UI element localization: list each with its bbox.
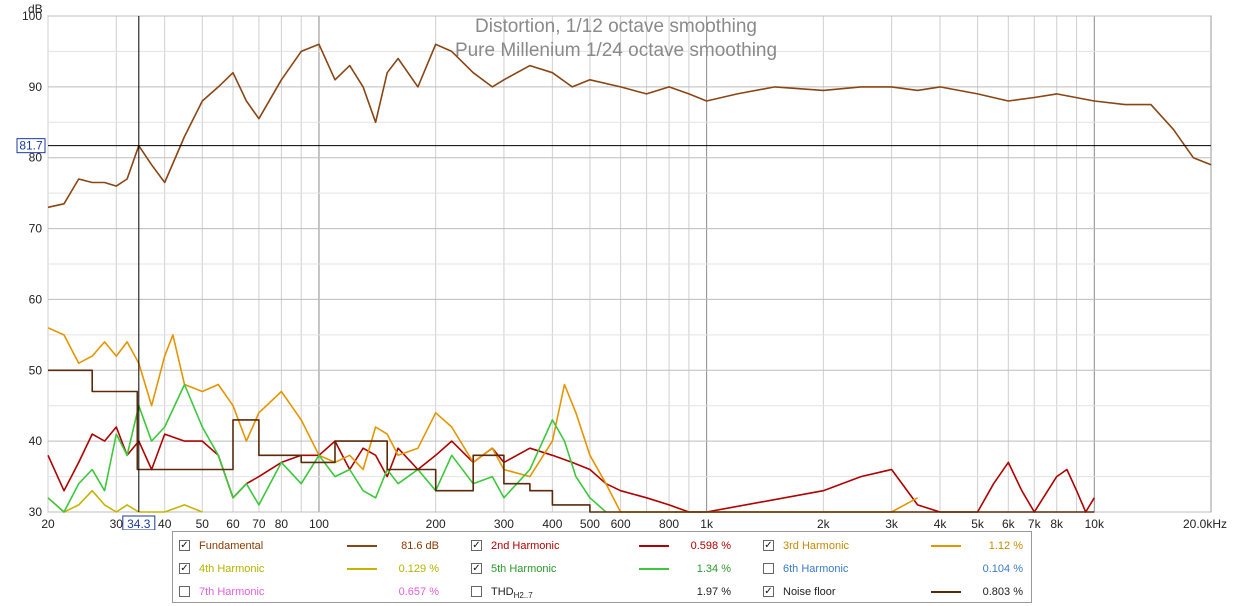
x-tick-label: 400 xyxy=(542,517,562,530)
series-noise-floor xyxy=(48,369,1095,513)
x-tick-label: 70 xyxy=(252,517,266,530)
y-tick-label: 80 xyxy=(29,151,43,165)
legend-item-7th-harmonic-value: 0.657 % xyxy=(398,586,439,598)
cursor-x-readout-box xyxy=(122,515,156,530)
legend-item-fundamental-value: 81.6 dB xyxy=(401,540,439,552)
legend-item-5th-harmonic-value: 1.34 % xyxy=(696,563,731,575)
legend-item-5th-harmonic: ✓ 5th Harmonic 1.34 % xyxy=(471,559,741,579)
x-tick-label: 30 xyxy=(110,517,124,530)
legend-item-thd-label-subscript: H2..7 xyxy=(513,591,533,601)
x-axis-ticks: 20 30 40 50 60 70 80 100 200 300 400 500 600 800 1k 2k 3… xyxy=(41,517,1227,530)
legend-item-2nd-harmonic: ✓ 2nd Harmonic 0.598 % xyxy=(471,536,741,556)
legend-item-thd-checkbox[interactable] xyxy=(471,586,482,597)
cursor-x-readout: 34.3 xyxy=(127,517,151,530)
x-tick-label: 4k xyxy=(934,517,948,530)
legend-item-noise-floor-checkbox[interactable]: ✓ xyxy=(763,586,774,597)
x-tick-label: 800 xyxy=(659,517,679,530)
series-4th-harmonic xyxy=(47,489,203,513)
x-tick-label: 500 xyxy=(580,517,600,530)
legend-item-4th-harmonic-checkbox[interactable]: ✓ xyxy=(179,563,190,574)
x-tick-label: 8k xyxy=(1050,517,1064,530)
legend-item-2nd-harmonic-swatch xyxy=(639,545,669,547)
legend-item-thd-value: 1.97 % xyxy=(696,586,731,598)
y-tick-label: 30 xyxy=(29,505,43,519)
legend-item-6th-harmonic-label: 6th Harmonic xyxy=(783,563,849,575)
y-axis-ticks: 100 90 80 70 60 50 40 30 xyxy=(22,9,42,519)
legend-item-3rd-harmonic-swatch xyxy=(931,545,961,547)
cursor-y-readout-box xyxy=(16,138,46,154)
legend-item-4th-harmonic-swatch xyxy=(347,568,377,570)
y-tick-label: 50 xyxy=(29,363,43,377)
series-lines xyxy=(47,43,1212,513)
legend-item-3rd-harmonic: ✓ 3rd Harmonic 1.12 % xyxy=(763,536,1033,556)
series-5th-harmonic xyxy=(47,383,607,513)
x-tick-label: 2k xyxy=(817,517,831,530)
chart-subtitle: Pure Millenium 1/24 octave smoothing xyxy=(455,40,777,61)
x-tick-label: 50 xyxy=(196,517,210,530)
x-tick-label: 3k xyxy=(885,517,899,530)
legend-item-noise-floor-label: Noise floor xyxy=(783,586,836,598)
legend-item-noise-floor-swatch xyxy=(931,591,961,593)
legend-item-2nd-harmonic-checkbox[interactable]: ✓ xyxy=(471,540,482,551)
legend-item-5th-harmonic-swatch xyxy=(639,568,669,570)
legend-item-fundamental: ✓ Fundamental 81.6 dB xyxy=(179,536,449,556)
legend-item-6th-harmonic: 6th Harmonic 0.104 % xyxy=(763,559,1033,579)
legend-item-fundamental-swatch xyxy=(347,545,377,547)
x-tick-label: 5k xyxy=(971,517,985,530)
y-tick-label: 70 xyxy=(29,222,43,236)
y-axis-label: dB xyxy=(28,2,43,16)
x-tick-label: 20 xyxy=(41,517,55,530)
legend-item-thd: THDH2..7 1.97 % xyxy=(471,582,741,602)
grid xyxy=(47,15,1211,513)
x-tick-label: 10k xyxy=(1085,517,1105,530)
legend-item-3rd-harmonic-label: 3rd Harmonic xyxy=(783,540,850,552)
series-3rd-harmonic xyxy=(47,327,918,513)
legend-item-7th-harmonic-label: 7th Harmonic xyxy=(199,586,265,598)
x-tick-label: 7k xyxy=(1028,517,1042,530)
cursor[interactable]: 81.7 34.3 xyxy=(16,16,1211,530)
legend-item-fundamental-checkbox[interactable]: ✓ xyxy=(179,540,190,551)
x-tick-label: 1k xyxy=(700,517,714,530)
x-tick-label: 600 xyxy=(611,517,631,530)
legend-item-7th-harmonic-checkbox[interactable] xyxy=(179,586,190,597)
legend-item-5th-harmonic-checkbox[interactable]: ✓ xyxy=(471,563,482,574)
x-tick-label: 60 xyxy=(226,517,240,530)
x-tick-label: 6k xyxy=(1002,517,1016,530)
cursor-y-readout: 81.7 xyxy=(19,139,43,153)
chart-title: Distortion, 1/12 octave smoothing xyxy=(475,16,757,37)
legend-item-5th-harmonic-label: 5th Harmonic xyxy=(491,563,557,575)
x-tick-label: 20.0kHz xyxy=(1183,517,1227,530)
legend-item-thd-label: THDH2..7 xyxy=(491,586,533,601)
legend-item-4th-harmonic: ✓ 4th Harmonic 0.129 % xyxy=(179,559,449,579)
legend-item-2nd-harmonic-value: 0.598 % xyxy=(690,540,731,552)
legend-item-6th-harmonic-value: 0.104 % xyxy=(982,563,1023,575)
legend-item-3rd-harmonic-value: 1.12 % xyxy=(988,540,1023,552)
legend-item-3rd-harmonic-checkbox[interactable]: ✓ xyxy=(763,540,774,551)
legend-item-4th-harmonic-label: 4th Harmonic xyxy=(199,563,265,575)
x-tick-label: 300 xyxy=(494,517,514,530)
legend-item-fundamental-label: Fundamental xyxy=(199,540,264,552)
y-tick-label: 90 xyxy=(29,80,43,94)
y-tick-label: 100 xyxy=(22,9,42,23)
legend-item-4th-harmonic-value: 0.129 % xyxy=(398,563,439,575)
legend-item-noise-floor-value: 0.803 % xyxy=(982,586,1023,598)
legend-item-2nd-harmonic-label: 2nd Harmonic xyxy=(491,540,560,552)
x-tick-label: 40 xyxy=(158,517,172,530)
x-tick-label: 200 xyxy=(426,517,446,530)
y-tick-label: 40 xyxy=(29,434,43,448)
x-tick-label: 80 xyxy=(275,517,289,530)
legend-panel: ✓ Fundamental 81.6 dB ✓ 2nd Harmonic 0.598 % ✓… xyxy=(172,531,1032,603)
legend-item-7th-harmonic: 7th Harmonic 0.657 % xyxy=(179,582,449,602)
series-fundamental xyxy=(47,43,1212,209)
x-tick-label: 100 xyxy=(309,517,329,530)
legend-item-noise-floor: ✓ Noise floor 0.803 % xyxy=(763,582,1033,602)
y-tick-label: 60 xyxy=(29,292,43,306)
legend-item-6th-harmonic-checkbox[interactable] xyxy=(763,563,774,574)
